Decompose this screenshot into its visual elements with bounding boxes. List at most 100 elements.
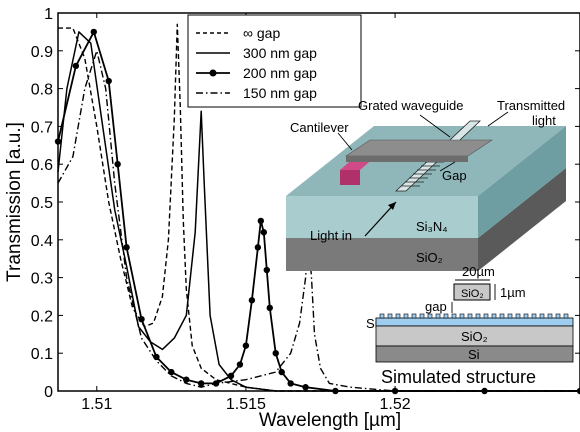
annot-line-cantilever — [337, 132, 353, 151]
x-tick-label: 1.52 — [379, 396, 410, 413]
grating-tooth — [563, 313, 569, 319]
label-cantilever: Cantilever — [290, 120, 349, 135]
y-tick-label: 1 — [44, 6, 53, 23]
grating-tooth — [507, 313, 513, 319]
dim-width-label: 20µm — [462, 264, 495, 279]
legend-box — [187, 14, 362, 108]
legend-label-300: 300 nm gap — [243, 45, 317, 61]
grating-tooth — [435, 313, 441, 319]
series-point — [138, 315, 145, 323]
x-tick-label: 1.51 — [81, 396, 112, 413]
series-point — [263, 266, 270, 274]
cantilever-anchor-front — [340, 170, 360, 185]
device-3d-inset: Grated waveguide Transmitted light Canti… — [286, 98, 566, 271]
y-tick-label: 0.9 — [31, 44, 53, 61]
legend-label-150: 150 nm gap — [243, 85, 317, 101]
grating-tooth — [523, 313, 529, 319]
substrate-side-face — [478, 168, 566, 271]
y-tick-label: 0.6 — [31, 157, 53, 174]
series-point — [105, 77, 112, 85]
grating-tooth — [443, 313, 449, 319]
y-tick-label: 0.7 — [31, 119, 53, 136]
series-point — [266, 304, 273, 312]
label-grated-waveguide: Grated waveguide — [358, 98, 464, 113]
gap-small-label: gap — [425, 299, 447, 314]
x-axis-ticks: 1.51 1.515 1.52 — [81, 13, 411, 413]
series-point — [197, 380, 205, 387]
label-gap: Gap — [442, 168, 467, 183]
grating-tooth — [451, 313, 457, 319]
legend-label-inf: ∞ gap — [243, 25, 280, 41]
grating-tooth — [531, 313, 537, 319]
legend: ∞ gap 300 nm gap 200 nm gap 150 nm gap — [187, 14, 362, 108]
grating-tooth — [547, 313, 553, 319]
x-tick-label: 1.515 — [226, 396, 266, 413]
label-si3n4: Si₃N₄ — [416, 219, 448, 234]
y-tick-label: 0.2 — [31, 308, 53, 325]
grating-tooth — [387, 313, 393, 319]
series-point — [54, 138, 62, 145]
series-point — [287, 380, 294, 387]
slab-side-face — [478, 126, 566, 238]
series-point — [114, 161, 121, 168]
series-point — [72, 62, 80, 70]
series-point — [183, 376, 190, 383]
legend-label-200: 200 nm gap — [243, 65, 317, 81]
grating-tooth — [515, 313, 521, 319]
y-axis-ticks: 0 0.1 0.2 0.3 0.4 0.5 0.6 0.7 0.8 0.9 1 — [31, 6, 580, 401]
light-in-arrowhead — [388, 202, 396, 210]
grating-tooth — [403, 313, 409, 319]
series-line-3 — [57, 50, 580, 392]
series-point — [332, 387, 339, 395]
cantilever-section — [453, 283, 491, 301]
y-axis-title: Transmission [a.u.] — [4, 122, 25, 282]
annot-line-grated — [419, 114, 451, 138]
series-point — [227, 372, 235, 380]
label-transmitted: Transmitted — [497, 98, 565, 113]
x-axis-title: Wavelength [µm] — [259, 410, 401, 431]
series-point — [168, 368, 175, 376]
y-tick-label: 0.1 — [31, 346, 53, 363]
cantilever-beam — [345, 139, 493, 157]
y-tick-label: 0.4 — [31, 233, 53, 250]
label-light: light — [532, 113, 556, 128]
cantilever-sio2-label: SiO₂ — [461, 288, 484, 300]
grating-tooth — [483, 313, 489, 319]
series-point — [272, 350, 279, 357]
grating-tooth — [395, 313, 401, 319]
series-point — [481, 387, 488, 395]
grating-tooth — [459, 313, 465, 319]
grating-tooth — [411, 313, 417, 319]
grating-tooth — [419, 313, 425, 319]
series-point — [123, 244, 130, 251]
series-point — [242, 342, 250, 349]
grating-tooth — [491, 313, 497, 319]
grating-tooth — [555, 313, 561, 319]
y-tick-label: 0.5 — [31, 195, 53, 212]
label-light-in: Light in — [310, 228, 352, 243]
annot-line-transmitted — [487, 111, 509, 127]
grating-teeth — [379, 313, 569, 319]
series-point — [260, 229, 268, 236]
series-point — [248, 297, 256, 304]
simulated-structure-caption: Simulated structure — [381, 367, 536, 387]
grating-tooth — [467, 313, 473, 319]
grating-tooth — [539, 313, 545, 319]
si-label: Si — [468, 347, 480, 362]
grating-tooth — [499, 313, 505, 319]
y-tick-label: 0.3 — [31, 271, 53, 288]
series-point — [278, 368, 285, 376]
grating-tooth — [475, 313, 481, 319]
grating-tooth — [379, 313, 385, 319]
legend-swatch-200-marker — [209, 69, 217, 77]
si-layer — [375, 345, 574, 363]
nitride-layer — [375, 317, 574, 327]
series-point — [257, 217, 265, 225]
series-point — [302, 384, 309, 391]
grating-tooth — [427, 313, 433, 319]
cantilever-beam-front — [346, 156, 468, 162]
series-point — [254, 244, 262, 251]
dim-height-label: 1µm — [500, 285, 526, 300]
series-point — [90, 28, 97, 36]
